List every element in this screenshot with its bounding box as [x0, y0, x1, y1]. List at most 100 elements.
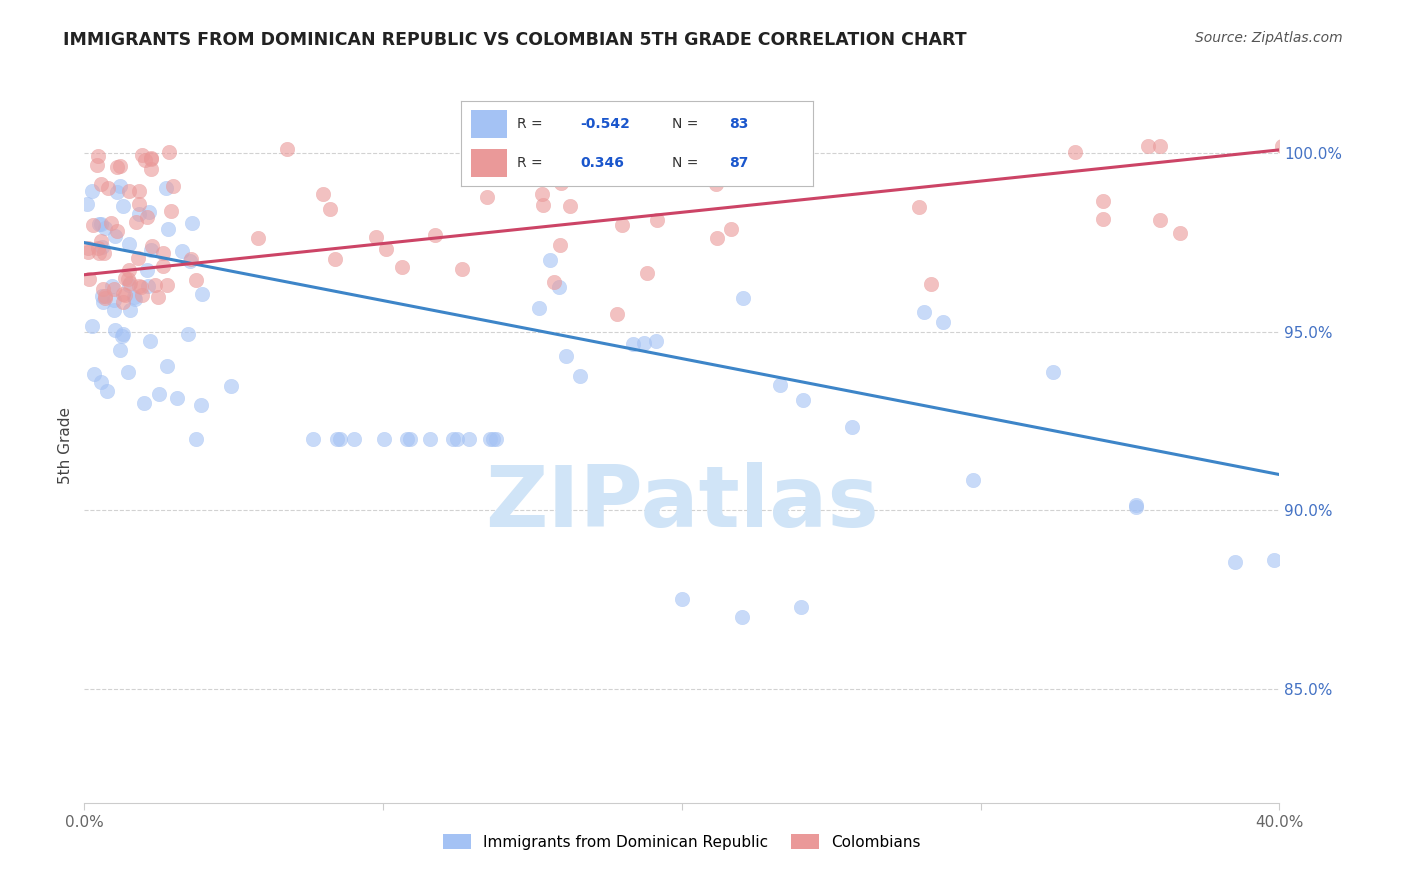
Point: [458, 432, 481, 446]
Point: [146, 290, 169, 304]
Point: [134, 153, 156, 168]
Point: [91, 289, 114, 303]
Point: [1137, 139, 1160, 153]
Point: [1092, 194, 1115, 208]
Point: [441, 432, 464, 446]
Point: [644, 334, 666, 348]
Point: [219, 379, 242, 393]
Point: [569, 368, 592, 383]
Point: [112, 326, 135, 341]
Point: [548, 238, 571, 252]
Point: [560, 198, 582, 212]
Point: [100, 216, 122, 230]
Point: [543, 275, 565, 289]
Point: [118, 278, 141, 293]
Point: [706, 230, 728, 244]
Point: [103, 282, 125, 296]
Point: [117, 271, 139, 285]
Point: [180, 252, 202, 267]
Point: [160, 204, 183, 219]
Point: [301, 432, 323, 446]
Point: [104, 229, 127, 244]
Point: [112, 295, 135, 310]
Point: [82, 219, 104, 233]
Point: [704, 177, 727, 191]
Point: [105, 224, 128, 238]
Point: [450, 261, 472, 276]
Point: [90, 217, 112, 231]
Point: [319, 202, 342, 217]
Point: [103, 293, 125, 307]
Point: [118, 263, 141, 277]
Point: [1271, 139, 1294, 153]
Point: [138, 205, 160, 219]
Point: [91, 295, 114, 310]
Text: ZIPatlas: ZIPatlas: [485, 461, 879, 545]
Point: [446, 432, 468, 446]
Point: [94, 291, 117, 305]
Point: [475, 190, 498, 204]
Point: [104, 323, 127, 337]
Point: [527, 301, 550, 316]
Point: [186, 273, 208, 287]
Point: [129, 280, 152, 294]
Point: [80, 318, 103, 333]
Point: [932, 315, 955, 329]
Point: [482, 432, 505, 446]
Point: [94, 221, 117, 235]
Point: [181, 216, 204, 230]
Point: [326, 432, 349, 446]
Point: [720, 222, 742, 236]
Point: [329, 432, 352, 446]
Point: [89, 246, 111, 260]
Point: [91, 240, 114, 254]
Point: [152, 259, 174, 273]
Point: [343, 432, 366, 446]
Point: [671, 592, 693, 607]
Point: [103, 302, 125, 317]
Point: [83, 367, 105, 381]
Point: [395, 432, 418, 446]
Point: [156, 222, 179, 236]
Point: [77, 244, 100, 259]
Point: [538, 253, 561, 268]
Point: [136, 210, 159, 224]
Point: [1125, 498, 1147, 512]
Point: [77, 271, 100, 285]
Y-axis label: 5th Grade: 5th Grade: [58, 408, 73, 484]
Point: [128, 207, 150, 221]
Point: [920, 277, 942, 292]
Point: [1064, 145, 1087, 159]
Point: [124, 292, 146, 306]
Point: [139, 151, 162, 165]
Point: [91, 282, 114, 296]
Point: [246, 231, 269, 245]
Point: [108, 343, 131, 358]
Point: [1168, 226, 1191, 240]
Point: [80, 184, 103, 198]
Point: [139, 243, 162, 257]
Point: [731, 291, 754, 305]
Point: [118, 184, 141, 198]
Point: [1149, 213, 1171, 227]
Point: [120, 276, 142, 290]
Point: [128, 278, 150, 293]
Point: [555, 349, 578, 363]
Point: [105, 185, 128, 199]
Point: [122, 290, 145, 304]
Point: [155, 181, 177, 195]
Point: [114, 288, 136, 302]
Point: [148, 387, 170, 401]
Point: [841, 419, 863, 434]
Point: [531, 198, 554, 212]
Point: [184, 432, 207, 446]
Point: [76, 196, 98, 211]
Text: Source: ZipAtlas.com: Source: ZipAtlas.com: [1195, 31, 1343, 45]
Point: [166, 391, 188, 405]
Point: [914, 305, 936, 319]
Point: [276, 142, 298, 156]
Point: [1223, 555, 1246, 569]
Point: [141, 153, 163, 167]
Point: [141, 239, 163, 253]
Point: [110, 328, 132, 343]
